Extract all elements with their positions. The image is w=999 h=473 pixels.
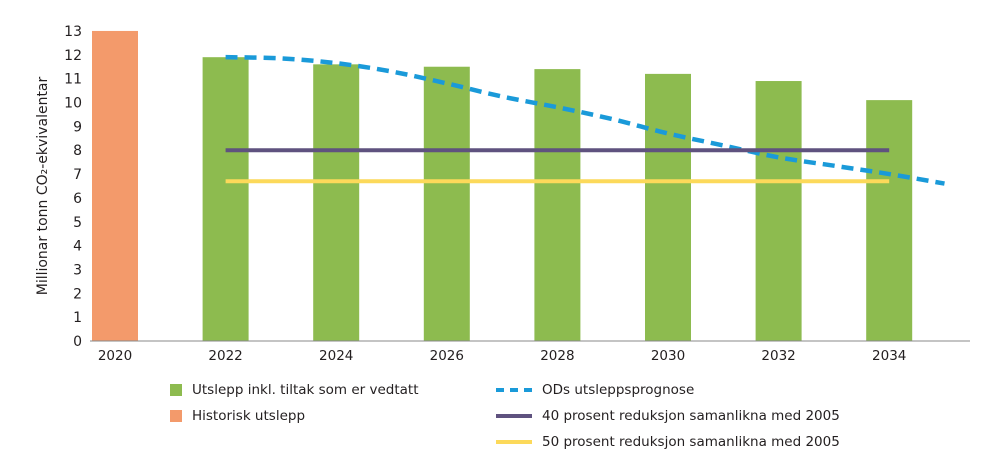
legend-swatch [496,440,532,444]
x-tick-label: 2030 [651,348,685,364]
y-tick-label: 7 [73,167,82,183]
legend-swatch [496,388,532,392]
bar [313,64,360,341]
x-tick-label: 2028 [540,348,574,364]
legend-label: 40 prosent reduksjon samanlikna med 2005 [542,408,840,424]
bar [755,81,802,341]
legend-item-40pct: 40 prosent reduksjon samanlikna med 2005 [496,408,840,424]
y-tick-label: 4 [73,239,82,255]
bar [866,100,913,342]
x-tick-label: 2024 [319,348,353,364]
legend-swatch [170,410,182,422]
x-tick-label: 2026 [430,348,464,364]
y-tick-label: 12 [64,48,82,64]
y-tick-label: 13 [64,24,82,40]
legend-swatch [496,414,532,418]
legend-item-50pct: 50 prosent reduksjon samanlikna med 2005 [496,434,840,450]
y-tick-label: 1 [73,310,82,326]
y-tick-label: 8 [73,143,82,159]
legend-item-bar-green: Utslepp inkl. tiltak som er vedtatt [170,382,419,398]
x-tick-label: 2032 [761,348,795,364]
y-axis-label: Millionar tonn CO₂-ekvivalentar [35,76,51,295]
legend-label: ODs utsleppsprognose [542,382,695,398]
legend-item-bar-orange: Historisk utslepp [170,408,305,424]
legend-swatch [170,384,182,396]
x-tick-label: 2022 [208,348,242,364]
y-tick-label: 3 [73,262,82,278]
legend-label: 50 prosent reduksjon samanlikna med 2005 [542,434,840,450]
bar [92,30,138,341]
x-tick-label: 2034 [872,348,906,364]
y-tick-label: 9 [73,119,82,135]
legend-label: Historisk utslepp [192,408,306,424]
legend-label: Utslepp inkl. tiltak som er vedtatt [192,382,419,398]
y-tick-label: 6 [73,191,82,207]
y-tick-label: 2 [73,286,82,302]
forecast-line [225,54,945,186]
y-tick-label: 10 [64,96,82,112]
legend-item-forecast: ODs utsleppsprognose [496,382,694,398]
bar [645,73,691,341]
y-tick-label: 5 [73,215,82,231]
y-tick-label: 11 [64,72,82,88]
x-tick-label: 2020 [98,348,132,364]
bar [423,66,470,341]
bar [202,57,249,342]
y-tick-label: 0 [73,334,82,350]
bar [534,69,581,342]
